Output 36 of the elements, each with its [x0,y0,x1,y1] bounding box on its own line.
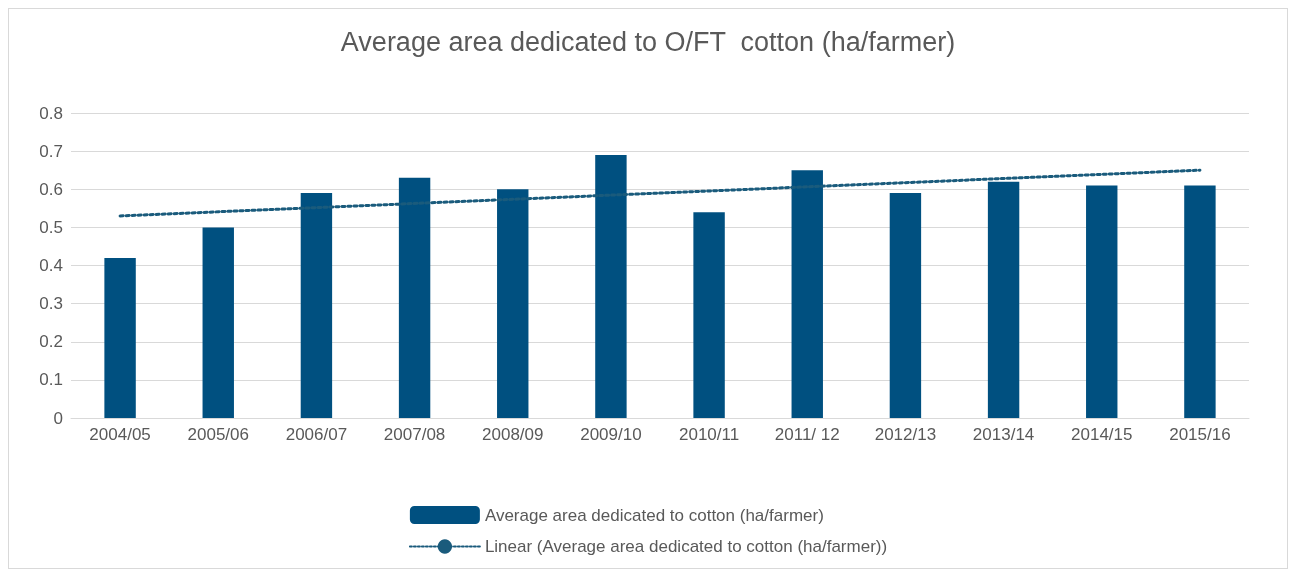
x-tick-label: 2015/16 [1169,425,1231,444]
legend-label: Linear (Average area dedicated to cotton (ha/farmer)) [484,537,888,556]
x-tick-label: 2009/10 [580,425,642,444]
y-tick-label: 0.2 [39,332,63,352]
bar [300,193,333,418]
bar [791,170,823,418]
bar [1184,185,1216,418]
x-tick-label: 2010/11 [678,425,740,444]
legend-label: Average area dedicated to cotton (ha/farmer) [484,505,824,525]
x-tick-label: 2011/ 12 [774,425,840,444]
x-tick-label: 2005/06 [187,425,249,444]
x-tick-label: 2004/05 [89,425,151,444]
x-tick-label: 2014/15 [1071,425,1133,444]
bar [202,227,234,418]
bar [104,257,136,418]
chart-title: Average area dedicated to O/FT cotton (ha/farmer) [340,26,956,57]
y-tick-label: 0.3 [39,294,63,314]
bar [987,181,1020,418]
bar [1086,185,1118,418]
x-tick-label: 2007/08 [383,425,446,444]
y-tick-label: 0.1 [39,370,63,390]
bar [693,212,725,418]
y-tick-label: 0.4 [39,256,63,275]
x-tick-label: 2006/07 [285,425,348,444]
bar [889,193,922,418]
y-tick-label: 0.7 [39,141,63,161]
bar [398,177,431,418]
x-tick-label: 2008/09 [482,425,544,444]
bar [595,154,627,418]
bar [497,189,529,418]
x-tick-label: 2013/14 [972,425,1035,444]
x-tick-label: 2012/13 [874,425,937,444]
y-tick-label: 0.6 [39,179,63,199]
y-tick-label: 0.5 [39,217,63,237]
y-tick-label: 0.8 [39,103,63,123]
y-tick-label: 0 [53,408,63,428]
